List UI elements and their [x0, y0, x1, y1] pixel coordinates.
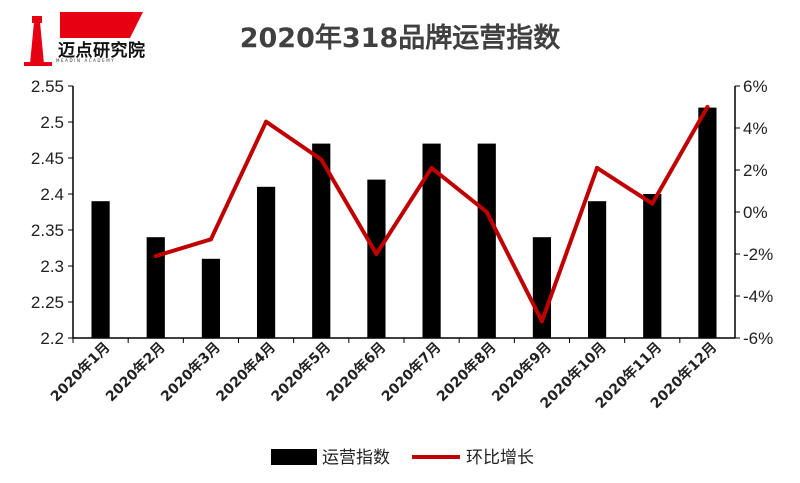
line-point [705, 105, 710, 109]
line-point [319, 157, 324, 162]
legend-bar-label: 运营指数 [322, 448, 390, 468]
y-right-tick-label: 2% [743, 161, 768, 180]
y-left-tick-label: 2.4 [40, 185, 64, 204]
line-point [264, 119, 269, 124]
legend-bar-swatch [271, 449, 317, 465]
bar [256, 186, 276, 338]
bar [698, 107, 717, 338]
chart-title: 2020年318品牌运营指数 [239, 23, 561, 54]
y-left-tick-label: 2.55 [31, 77, 64, 96]
bar [201, 258, 221, 338]
logo-banner-shape [60, 12, 143, 38]
y-left-tick-label: 2.2 [40, 329, 64, 348]
logo-lighthouse-icon [30, 22, 44, 64]
y-right-tick-label: -2% [743, 245, 773, 264]
line-series [153, 105, 710, 324]
line-point [595, 165, 600, 170]
line-point [650, 201, 655, 206]
bar [146, 237, 165, 338]
bar [587, 201, 607, 338]
bar [422, 143, 441, 338]
y-left-tick-label: 2.25 [31, 293, 64, 312]
y-right-tick-label: 0% [743, 203, 768, 222]
chart-axes [68, 85, 740, 343]
y-left-tick-label: 2.35 [31, 221, 64, 240]
tick-labels: 2.55 2.5 2.45 2.4 2.35 2.3 2.25 2.2 6% 4% 2% 0% -2% -… [31, 77, 773, 412]
logo-lighthouse-top [32, 16, 42, 23]
y-right-tick-label: -6% [743, 329, 773, 348]
y-left-tick-label: 2.5 [40, 113, 64, 132]
brand-name: 迈点研究院 [58, 41, 146, 61]
line-point [153, 254, 158, 259]
bar-series [91, 107, 717, 338]
bar [643, 194, 662, 338]
legend: 运营指数 环比增长 [271, 448, 534, 468]
line-point [429, 165, 434, 170]
line-point [539, 319, 544, 324]
bar [477, 143, 496, 338]
line-point [208, 237, 213, 242]
bar [91, 201, 110, 338]
legend-line-label: 环比增长 [466, 448, 534, 468]
brand-logo [24, 12, 143, 66]
y-left-tick-label: 2.3 [40, 257, 64, 276]
y-left-tick-label: 2.45 [31, 149, 64, 168]
bar [312, 143, 331, 338]
logo-lighthouse-base [24, 62, 52, 66]
y-right-tick-label: -4% [743, 287, 773, 306]
y-right-tick-label: 6% [743, 77, 768, 96]
brand-subtitle: MEADIN ACADEMY [56, 58, 116, 63]
bar [367, 179, 386, 338]
line-point [374, 252, 379, 256]
y-right-tick-label: 4% [743, 119, 768, 138]
line-point [484, 210, 489, 214]
